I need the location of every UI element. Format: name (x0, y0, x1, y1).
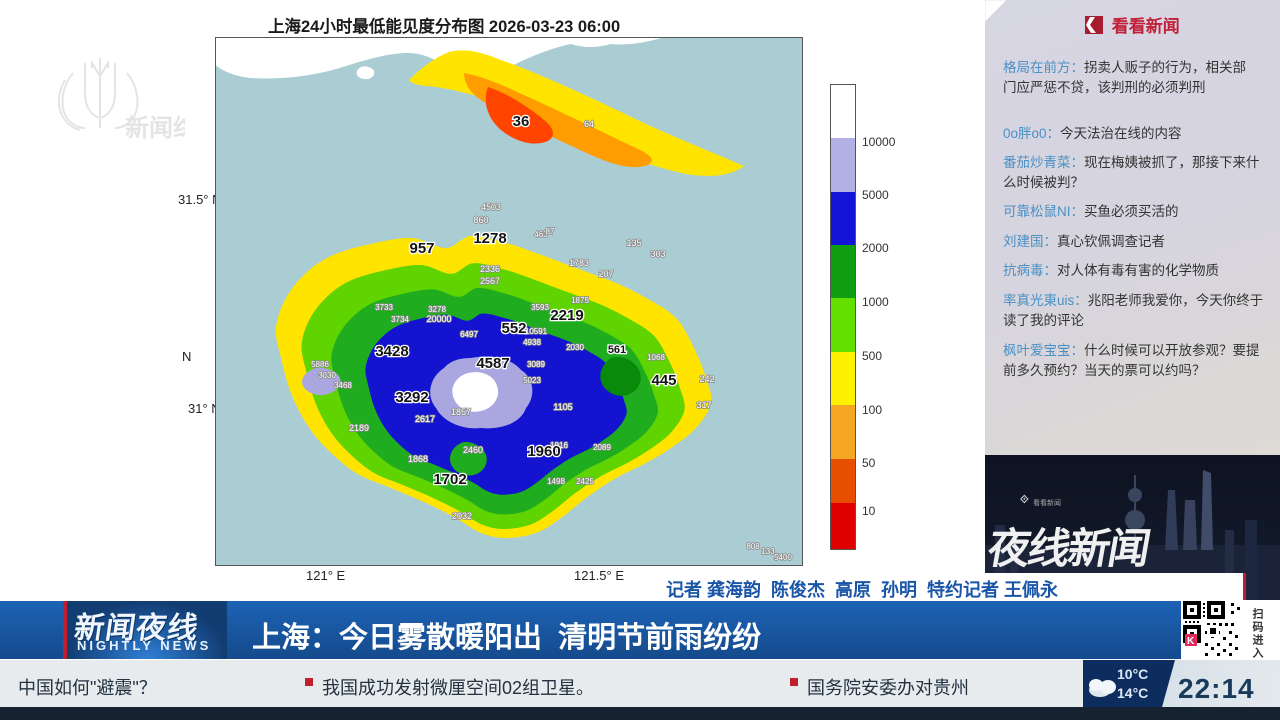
svg-text:1105: 1105 (553, 402, 572, 412)
svg-text:1068: 1068 (647, 353, 665, 362)
svg-text:64: 64 (584, 119, 594, 129)
svg-text:看看新闻: 看看新闻 (1033, 498, 1061, 507)
svg-text:2567: 2567 (480, 276, 500, 286)
svg-text:5886: 5886 (311, 360, 329, 369)
svg-text:1857: 1857 (451, 407, 471, 417)
svg-text:135: 135 (626, 238, 641, 248)
svg-text:4503: 4503 (481, 202, 501, 212)
svg-text:4938: 4938 (523, 338, 541, 347)
svg-text:303: 303 (650, 249, 665, 259)
svg-text:317: 317 (696, 400, 711, 410)
svg-text:1868: 1868 (408, 454, 428, 464)
svg-text:⟐: ⟐ (1020, 494, 1029, 506)
svg-text:1278: 1278 (473, 230, 506, 247)
svg-text:3468: 3468 (334, 381, 352, 390)
svg-text:2189: 2189 (349, 423, 369, 433)
svg-text:1875: 1875 (571, 296, 589, 305)
svg-text:1702: 1702 (433, 471, 466, 488)
svg-text:3030: 3030 (318, 371, 336, 380)
svg-text:207: 207 (598, 269, 613, 279)
svg-text:3593: 3593 (531, 303, 549, 312)
svg-text:3734: 3734 (391, 315, 409, 324)
svg-text:3428: 3428 (375, 343, 408, 360)
svg-text:3089: 3089 (527, 360, 545, 369)
svg-text:242: 242 (699, 374, 714, 384)
svg-text:36: 36 (513, 113, 530, 130)
svg-text:808: 808 (746, 542, 760, 551)
svg-text:2030: 2030 (566, 343, 584, 352)
svg-text:新闻综合: 新闻综合 (125, 114, 185, 142)
svg-text:20000: 20000 (426, 314, 451, 324)
svg-text:10591: 10591 (525, 327, 548, 336)
svg-text:2336: 2336 (480, 264, 500, 274)
svg-text:2617: 2617 (415, 414, 435, 424)
svg-text:2460: 2460 (463, 445, 483, 455)
svg-text:夜线新闻: 夜线新闻 (985, 525, 1153, 572)
svg-text:87: 87 (546, 227, 555, 236)
svg-text:2032: 2032 (452, 511, 472, 521)
svg-text:1498: 1498 (547, 477, 565, 486)
svg-text:1960: 1960 (527, 443, 560, 460)
svg-text:445: 445 (651, 372, 676, 389)
svg-text:3733: 3733 (375, 303, 393, 312)
svg-text:K: K (1187, 636, 1195, 647)
svg-text:6497: 6497 (460, 330, 478, 339)
svg-text:561: 561 (608, 344, 626, 356)
svg-text:860: 860 (473, 215, 488, 225)
svg-text:3292: 3292 (395, 389, 428, 406)
svg-text:1783: 1783 (569, 258, 589, 268)
svg-text:957: 957 (409, 240, 434, 257)
svg-text:2425: 2425 (576, 477, 594, 486)
svg-text:4587: 4587 (476, 355, 509, 372)
svg-text:5400: 5400 (774, 553, 792, 562)
svg-text:2219: 2219 (550, 307, 583, 324)
svg-text:3278: 3278 (428, 305, 446, 314)
svg-text:552: 552 (501, 320, 526, 337)
svg-text:5023: 5023 (523, 376, 541, 385)
svg-text:2089: 2089 (593, 443, 611, 452)
